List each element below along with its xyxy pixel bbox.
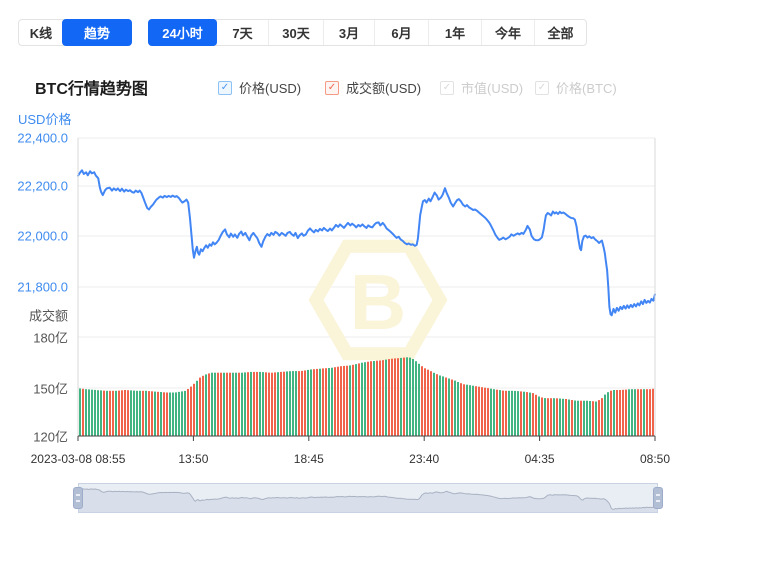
checkbox-icon[interactable]: ✓ [535,80,549,95]
x-axis-tick-label: 23:40 [409,452,440,466]
price-axis-tick-label: 22,400.0 [17,130,68,146]
svg-text:B: B [350,258,406,346]
volume-axis-tick-label: 150亿 [33,381,68,397]
watermark-logo: B [308,239,448,361]
tab-3months[interactable]: 3月 [323,20,374,45]
page-title: BTC行情趋势图 [35,81,148,98]
legend-price-btc[interactable]: ✓ 价格(BTC) [535,78,617,97]
tab-ytd[interactable]: 今年 [481,20,534,45]
legend-label: 价格(USD) [239,81,302,96]
tab-kline[interactable]: K线 [29,26,53,41]
checkbox-icon[interactable]: ✓ [440,80,454,95]
price-line-series [77,169,656,317]
legend-price-usd[interactable]: ✓ 价格(USD) [218,78,301,97]
tab-24hours[interactable]: 24小时 [148,19,217,46]
price-axis-tick-label: 22,000.0 [17,228,68,244]
volume-axis-title: 成交额 [28,308,68,324]
volume-bars-series [79,357,654,436]
tab-30days[interactable]: 30天 [268,20,323,45]
checkbox-icon[interactable]: ✓ [325,80,339,95]
legend-volume-usd[interactable]: ✓ 成交额(USD) [325,78,421,97]
legend-label: 市值(USD) [461,81,524,96]
chart-type-tab-group: K线 趋势 [18,19,132,46]
x-axis-tick-label: 2023-03-08 08:55 [30,452,126,466]
volume-axis-tick-label: 180亿 [33,330,68,346]
navigator-right-handle[interactable] [653,487,663,509]
price-axis-tick-label: 21,800.0 [17,279,68,295]
tab-trend[interactable]: 趋势 [62,19,132,46]
navigator-left-handle[interactable] [73,487,83,509]
x-axis-tick-label: 04:35 [524,452,555,466]
axis-lines [77,138,656,441]
navigator-mini-chart [79,488,657,512]
legend-marketcap-usd[interactable]: ✓ 市值(USD) [440,78,523,97]
tab-1year[interactable]: 1年 [428,20,481,45]
tab-all[interactable]: 全部 [534,20,586,45]
volume-axis-tick-label: 120亿 [33,429,68,445]
checkbox-icon[interactable]: ✓ [218,80,232,95]
price-axis-tick-label: 22,200.0 [17,178,68,194]
price-axis-title: USD价格 [18,112,72,127]
x-axis-tick-label: 18:45 [293,452,324,466]
legend-label: 价格(BTC) [556,81,617,96]
grid-lines [78,137,655,389]
range-tab-group: 24小时 7天 30天 3月 6月 1年 今年 全部 [148,19,587,46]
x-axis-tick-label: 13:50 [178,452,209,466]
tab-6months[interactable]: 6月 [374,20,428,45]
x-axis-tick-label: 08:50 [639,452,671,466]
legend-label: 成交额(USD) [346,81,422,96]
range-navigator[interactable] [73,483,663,513]
